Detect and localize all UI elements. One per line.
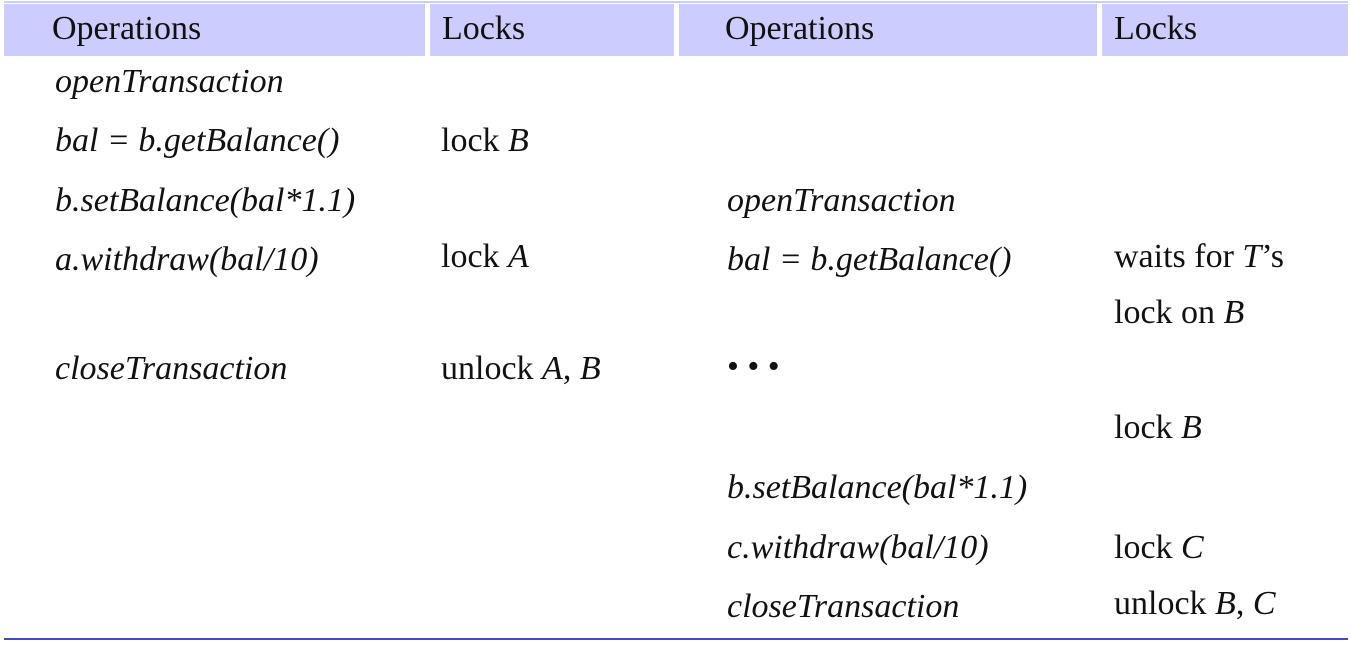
right-lock-waits: waits for T’s — [1114, 237, 1284, 277]
left-lock-b: lock B — [441, 121, 529, 161]
bottom-rule — [4, 638, 1348, 640]
lock-label: lock — [1114, 529, 1182, 566]
header-locks-right: Locks — [1114, 10, 1198, 47]
header-cell-locks-left: Locks — [430, 4, 674, 56]
header-locks-left: Locks — [442, 10, 526, 47]
left-op-get-balance: bal = b.getBalance() — [55, 122, 340, 159]
left-lock-a: lock A — [441, 237, 529, 277]
left-op-set-balance: b.setBalance(bal*1.1) — [55, 182, 356, 219]
unlock-label: unlock — [441, 350, 543, 387]
header-cell-operations-right: Operations — [679, 4, 1097, 56]
lock-separator: , — [562, 350, 580, 387]
right-lock-on-b: lock on B — [1114, 293, 1244, 333]
lock-variable: A — [508, 238, 529, 275]
left-op-withdraw: a.withdraw(bal/10) — [55, 241, 319, 278]
top-rule — [4, 1, 1348, 3]
lock-label: waits for — [1114, 238, 1243, 275]
lock-variable: B — [579, 350, 601, 387]
lock-label: lock — [1114, 409, 1182, 446]
right-op-open-transaction: openTransaction — [727, 182, 956, 219]
transaction-variable: T — [1242, 238, 1262, 275]
right-op-ellipsis: • • • — [727, 348, 780, 385]
right-op-get-balance: bal = b.getBalance() — [727, 241, 1012, 278]
lock-label: lock — [441, 238, 509, 275]
lock-separator: , — [1235, 585, 1253, 622]
lock-variable: C — [1181, 529, 1204, 566]
right-op-close-transaction: closeTransaction — [727, 588, 960, 625]
right-op-set-balance: b.setBalance(bal*1.1) — [727, 469, 1028, 506]
left-op-open-transaction: openTransaction — [55, 63, 284, 100]
right-lock-b: lock B — [1114, 408, 1202, 448]
right-unlock-b-c: unlock B, C — [1114, 584, 1276, 624]
right-lock-c: lock C — [1114, 528, 1204, 568]
unlock-label: unlock — [1114, 585, 1216, 622]
left-unlock-a-b: unlock A, B — [441, 349, 601, 389]
lock-variable: B — [1223, 294, 1245, 331]
lock-suffix: ’s — [1261, 238, 1285, 275]
lock-variable: C — [1252, 585, 1276, 622]
lock-label: lock on — [1114, 294, 1224, 331]
lock-label: lock — [441, 122, 509, 159]
header-operations-right: Operations — [725, 10, 875, 47]
lock-variable: B — [1181, 409, 1202, 446]
header-operations-left: Operations — [52, 10, 202, 47]
lock-variable: A — [542, 350, 563, 387]
header-cell-operations-left: Operations — [4, 4, 425, 56]
right-op-withdraw: c.withdraw(bal/10) — [727, 529, 989, 566]
header-cell-locks-right: Locks — [1102, 4, 1348, 56]
left-op-close-transaction: closeTransaction — [55, 350, 288, 387]
lock-variable: B — [1215, 585, 1236, 622]
lock-variable: B — [508, 122, 529, 159]
